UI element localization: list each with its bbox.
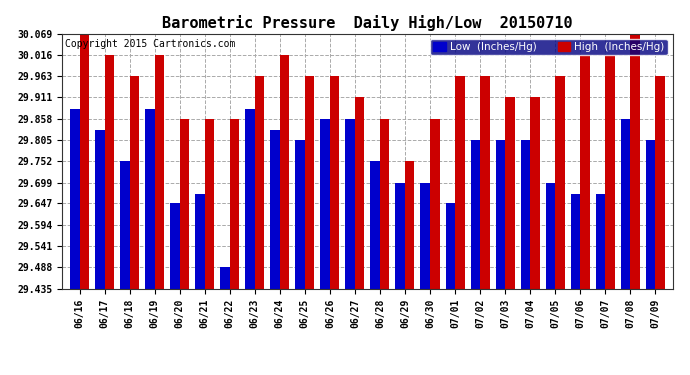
Bar xyxy=(155,55,164,289)
Bar xyxy=(105,55,114,289)
Bar xyxy=(656,76,664,289)
Bar xyxy=(621,118,630,289)
Bar xyxy=(520,140,530,289)
Legend: Low  (Inches/Hg), High  (Inches/Hg): Low (Inches/Hg), High (Inches/Hg) xyxy=(430,39,667,55)
Bar xyxy=(395,183,405,289)
Bar xyxy=(305,76,315,289)
Bar xyxy=(295,140,305,289)
Bar xyxy=(95,130,105,289)
Title: Barometric Pressure  Daily High/Low  20150710: Barometric Pressure Daily High/Low 20150… xyxy=(162,15,573,31)
Bar xyxy=(546,183,555,289)
Bar xyxy=(505,97,515,289)
Bar xyxy=(530,97,540,289)
Bar xyxy=(446,204,455,289)
Bar xyxy=(380,118,389,289)
Bar xyxy=(280,55,289,289)
Text: Copyright 2015 Cartronics.com: Copyright 2015 Cartronics.com xyxy=(65,39,235,49)
Bar xyxy=(205,118,215,289)
Bar xyxy=(420,183,430,289)
Bar xyxy=(79,34,89,289)
Bar xyxy=(346,118,355,289)
Bar xyxy=(195,194,205,289)
Bar xyxy=(646,140,656,289)
Bar xyxy=(371,161,380,289)
Bar xyxy=(70,109,79,289)
Bar xyxy=(320,118,330,289)
Bar xyxy=(495,140,505,289)
Bar xyxy=(130,76,139,289)
Bar xyxy=(405,161,415,289)
Bar xyxy=(471,140,480,289)
Bar xyxy=(255,76,264,289)
Bar xyxy=(580,55,590,289)
Bar xyxy=(145,109,155,289)
Bar xyxy=(455,76,464,289)
Bar xyxy=(571,194,580,289)
Bar xyxy=(355,97,364,289)
Bar xyxy=(179,118,189,289)
Bar xyxy=(595,194,605,289)
Bar xyxy=(230,118,239,289)
Bar xyxy=(270,130,280,289)
Bar xyxy=(480,76,490,289)
Bar xyxy=(220,267,230,289)
Bar xyxy=(170,204,179,289)
Bar xyxy=(630,34,640,289)
Bar xyxy=(246,109,255,289)
Bar xyxy=(605,55,615,289)
Bar xyxy=(555,76,564,289)
Bar xyxy=(120,161,130,289)
Bar xyxy=(430,118,440,289)
Bar xyxy=(330,76,339,289)
